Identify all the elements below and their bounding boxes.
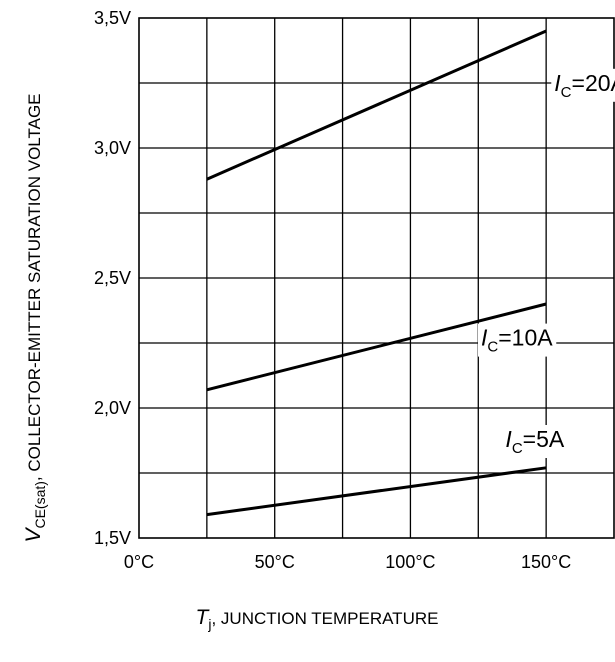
series-label-background bbox=[502, 425, 568, 458]
series-label-symbol: I bbox=[505, 426, 512, 452]
y-tick-label: 1,5V bbox=[94, 528, 131, 548]
y-tick-label: 2,5V bbox=[94, 268, 131, 288]
series-label-background bbox=[551, 68, 615, 102]
x-tick-label: 50°C bbox=[255, 552, 295, 572]
y-tick-label: 3,5V bbox=[94, 8, 131, 28]
series-label-background bbox=[478, 323, 557, 357]
y-axis-title: VCE(sat), COLLECTOR-EMITTER SATURATION V… bbox=[22, 93, 48, 542]
series-line bbox=[206, 466, 547, 517]
x-axis-text: , JUNCTION TEMPERATURE bbox=[211, 609, 438, 628]
y-tick-label: 3,0V bbox=[94, 138, 131, 158]
y-axis-text: , COLLECTOR-EMITTER SATURATION VOLTAGE bbox=[25, 93, 44, 481]
series-label-subscript: C bbox=[512, 440, 523, 457]
plot-frame bbox=[138, 17, 615, 539]
x-tick-label: 100°C bbox=[385, 552, 435, 572]
series-line bbox=[206, 29, 547, 181]
series-label-subscript: C bbox=[561, 84, 572, 101]
series-label-subscript: C bbox=[487, 339, 498, 356]
tick-labels: 1,5V 2,0V 2,5V 3,0V 3,5V 0°C 50°C 100°C 150°C bbox=[94, 8, 571, 572]
y-axis-subscript: CE(sat) bbox=[32, 481, 48, 528]
x-axis-title: Tj, JUNCTION TEMPERATURE bbox=[196, 606, 439, 632]
series-label-symbol: I bbox=[554, 70, 561, 96]
series-label-text: =10A bbox=[498, 325, 553, 351]
series-label-text: =20A bbox=[572, 70, 615, 96]
y-axis-symbol: V bbox=[22, 527, 45, 543]
grid bbox=[139, 18, 614, 538]
plot-border bbox=[138, 17, 615, 539]
y-tick-label: 2,0V bbox=[94, 398, 131, 418]
series-label-symbol: I bbox=[481, 325, 488, 351]
series-label: IC=10A bbox=[481, 325, 553, 356]
x-tick-label: 150°C bbox=[521, 552, 571, 572]
series-label: IC=5A bbox=[505, 426, 564, 457]
series-label-text: =5A bbox=[523, 426, 565, 452]
series-lines bbox=[206, 29, 547, 517]
series-label: IC=20A bbox=[554, 70, 615, 101]
series-line bbox=[206, 302, 547, 392]
x-axis-symbol: T bbox=[196, 606, 211, 629]
x-axis-subscript: j bbox=[207, 616, 211, 632]
x-tick-label: 0°C bbox=[124, 552, 154, 572]
